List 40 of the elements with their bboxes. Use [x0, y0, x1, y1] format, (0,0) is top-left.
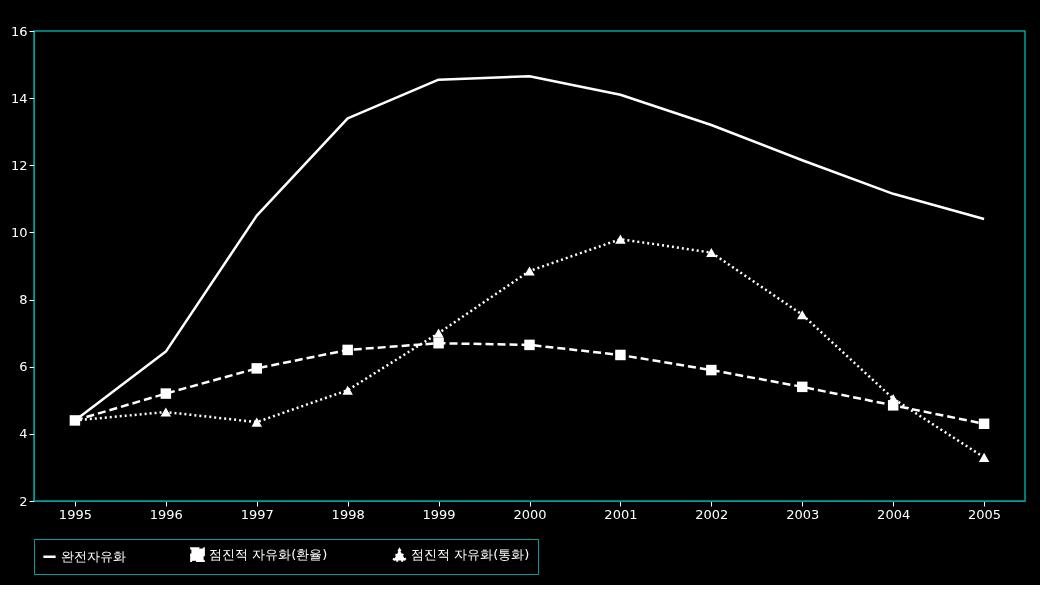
point [524, 339, 535, 351]
legend-label: 점진적 자유화(환율) [209, 546, 328, 562]
x-tick-label: 2000 [513, 506, 547, 522]
point [342, 385, 353, 395]
point [978, 452, 990, 462]
x-tick-label: 1996 [149, 506, 183, 522]
point [433, 337, 444, 349]
point [251, 363, 262, 374]
point [978, 418, 990, 430]
x-tick-label: 1997 [240, 506, 274, 522]
point [160, 388, 172, 399]
y-tick-label: 14 [10, 90, 28, 106]
legend-label: 점진적 자유화(통화) [411, 547, 530, 563]
point [797, 310, 808, 320]
y-tick-label: 10 [10, 224, 28, 240]
y-tick-label: 16 [10, 23, 28, 39]
point [160, 407, 172, 417]
x-tick-label: 2004 [877, 506, 911, 522]
x-tick-label: 2005 [968, 506, 1002, 522]
legend-label: 완전자유화 [61, 548, 126, 564]
point [615, 349, 626, 361]
x-tick-label: 2002 [695, 506, 729, 522]
x-tick-label: 1998 [331, 506, 365, 522]
point [706, 364, 717, 376]
point [433, 328, 444, 338]
y-tick-label: 6 [19, 359, 28, 375]
point [615, 234, 626, 244]
x-tick-label: 1995 [58, 506, 92, 522]
y-tick-label: 2 [19, 493, 28, 509]
y-tick-label: 4 [19, 426, 28, 442]
y-tick-label: 12 [10, 157, 28, 173]
point [797, 381, 808, 393]
point [706, 248, 717, 258]
x-tick-label: 2003 [786, 506, 820, 522]
x-tick-label: 2001 [604, 506, 638, 522]
point [342, 344, 353, 356]
x-tick-label: 1999 [422, 506, 456, 522]
y-tick-label: 8 [19, 292, 28, 308]
point [524, 266, 535, 276]
point [251, 417, 262, 427]
